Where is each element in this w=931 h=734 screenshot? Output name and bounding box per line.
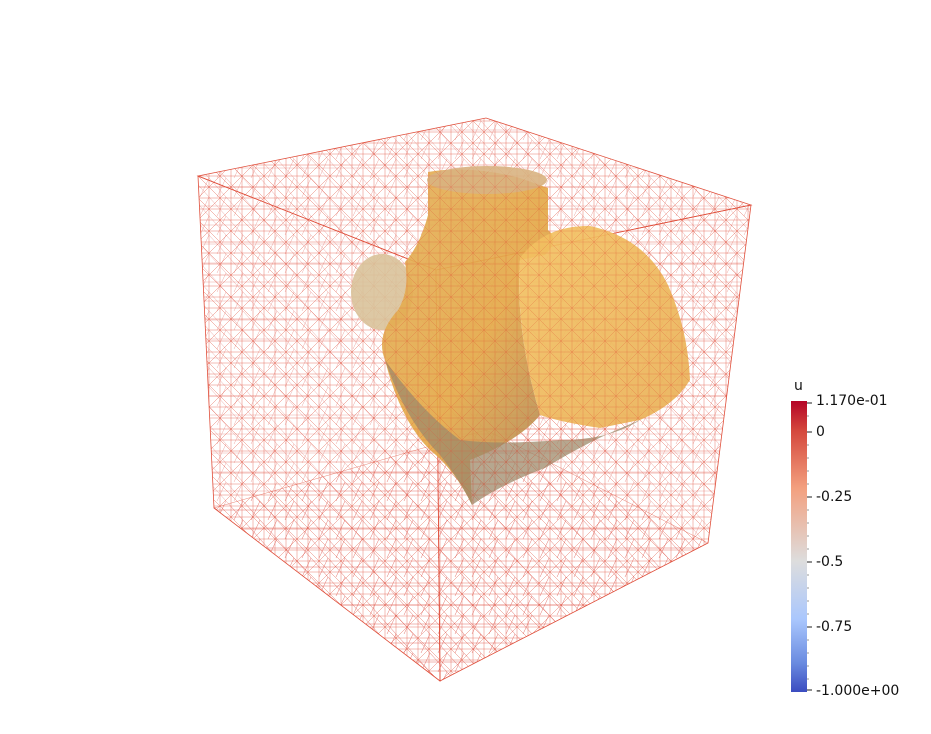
legend-min-label: -1.000e+00 (816, 683, 900, 699)
legend-tick-1: -0.25 (816, 489, 853, 505)
legend-title: u (794, 378, 803, 394)
legend-tick-3: -0.75 (816, 619, 853, 635)
legend-tick-2: -0.5 (816, 554, 844, 570)
colorbar[interactable] (791, 401, 807, 692)
colorbar-ticks (806, 402, 812, 691)
legend-max-label: 1.170e-01 (816, 393, 888, 409)
legend-tick-0: 0 (816, 424, 825, 440)
isosurface (351, 166, 690, 506)
